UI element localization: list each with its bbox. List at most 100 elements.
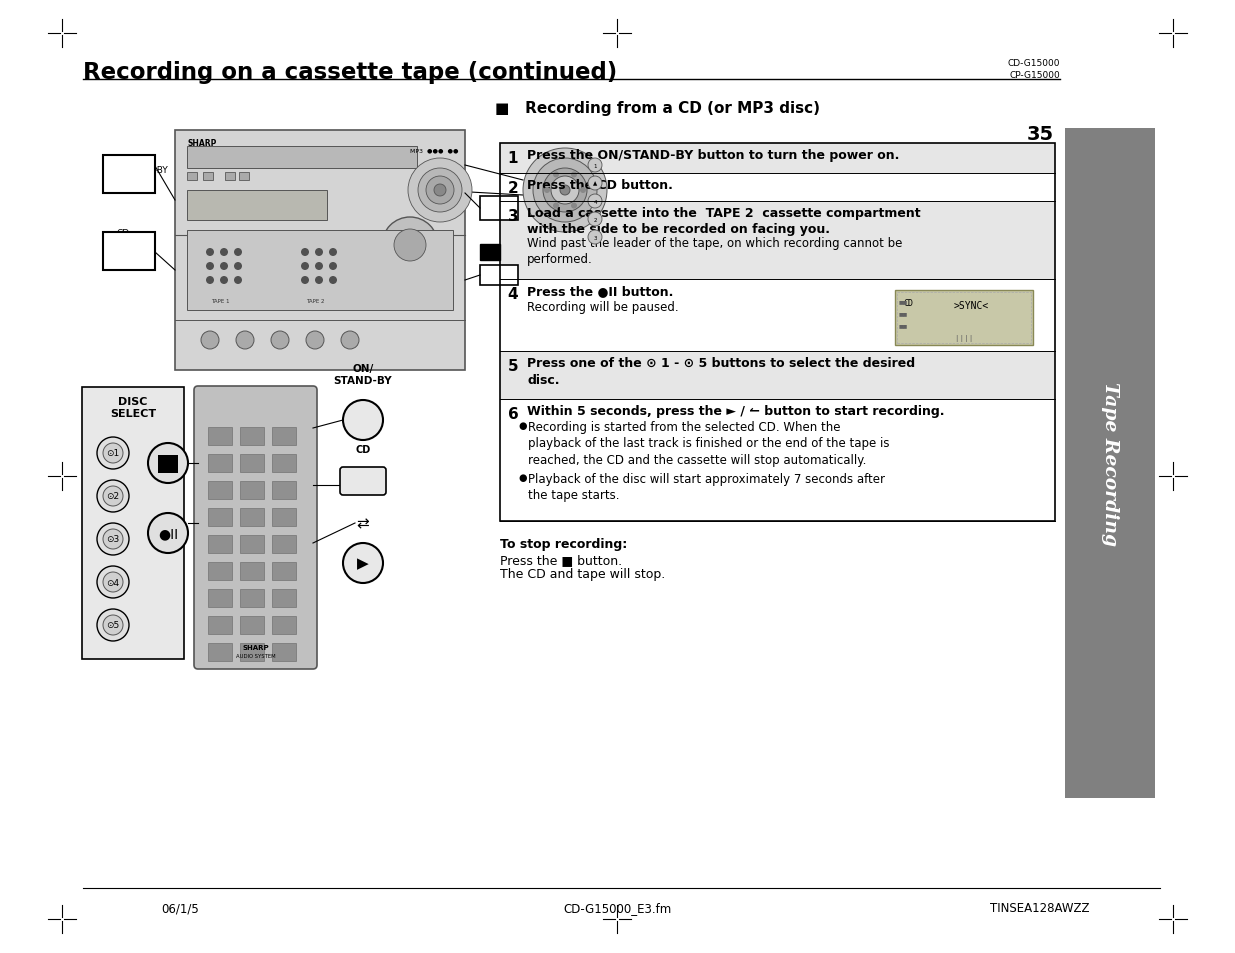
FancyBboxPatch shape [82,388,184,659]
Text: 35: 35 [1026,125,1053,143]
Circle shape [559,186,571,195]
Circle shape [343,400,383,440]
Circle shape [426,177,454,205]
Text: ■■: ■■ [899,323,908,328]
Text: Recording is started from the selected CD. When the
playback of the last track i: Recording is started from the selected C… [529,420,889,467]
Bar [272,589,296,607]
Circle shape [394,230,426,262]
Circle shape [553,172,559,178]
Circle shape [148,514,188,554]
Text: ●II: ●II [158,526,178,540]
Circle shape [417,169,462,213]
Text: CD: CD [116,229,130,237]
Circle shape [306,332,324,350]
Text: ⊙3: ⊙3 [106,535,120,544]
Bar [240,172,249,181]
Circle shape [315,276,324,285]
Text: To stop recording:: To stop recording: [500,537,627,551]
Circle shape [588,231,601,245]
Text: ⊙5: ⊙5 [106,620,120,630]
Bar [207,617,232,635]
Bar [895,291,1032,346]
Bar [240,481,264,499]
Bar [272,481,296,499]
Bar [500,144,1055,521]
Bar [207,589,232,607]
Text: CD: CD [903,298,913,308]
Bar [207,481,232,499]
Circle shape [543,169,587,213]
Circle shape [315,249,324,256]
Circle shape [329,276,337,285]
Circle shape [148,443,188,483]
Text: ■■: ■■ [899,298,908,304]
Circle shape [433,185,446,196]
Circle shape [588,194,601,209]
Circle shape [522,149,606,233]
Bar [103,233,156,271]
Bar [240,617,264,635]
Circle shape [103,616,124,636]
Text: ●: ● [517,420,526,431]
Text: 4: 4 [508,287,519,302]
Text: 1: 1 [593,163,597,169]
FancyBboxPatch shape [175,131,466,371]
Circle shape [329,249,337,256]
Circle shape [220,276,228,285]
Circle shape [571,172,577,178]
Circle shape [571,203,577,210]
Bar [480,196,517,221]
Text: Press the ●II button.: Press the ●II button. [527,285,673,297]
Text: 4: 4 [593,199,597,204]
Bar [240,589,264,607]
Circle shape [588,213,601,227]
Circle shape [301,276,309,285]
Circle shape [98,609,128,641]
Circle shape [270,332,289,350]
Text: ●: ● [517,473,526,482]
Text: The CD and tape will stop.: The CD and tape will stop. [500,567,666,580]
Bar [272,509,296,526]
Text: MP3  ●●●  ●●: MP3 ●●● ●● [410,149,458,153]
Text: Press the CD button.: Press the CD button. [527,179,673,192]
Text: ⊙4: ⊙4 [106,578,120,587]
Text: ON/
STAND-BY: ON/ STAND-BY [333,364,393,386]
Bar [207,428,232,446]
Bar [272,643,296,661]
Text: SHARP: SHARP [242,644,269,650]
Bar [272,617,296,635]
Circle shape [588,159,601,172]
Text: ►/◄: ►/◄ [480,198,500,208]
Text: ▲: ▲ [593,181,598,186]
Text: >SYNC<: >SYNC< [953,301,988,311]
Bar [207,455,232,473]
Bar [207,562,232,580]
Text: ■■: ■■ [899,311,908,315]
Text: Press one of the ⊙ 1 - ⊙ 5 buttons to select the desired
disc.: Press one of the ⊙ 1 - ⊙ 5 buttons to se… [527,356,915,386]
Bar [272,428,296,446]
Bar [240,455,264,473]
Circle shape [98,523,128,556]
Text: 2: 2 [508,181,519,195]
Bar [240,428,264,446]
Text: SHARP: SHARP [186,139,216,148]
Circle shape [233,263,242,271]
Circle shape [103,443,124,463]
Text: 5: 5 [508,358,519,374]
Circle shape [382,218,438,274]
Bar [500,202,1055,280]
Text: ⇄: ⇄ [357,516,369,531]
Text: 06/1/5: 06/1/5 [161,902,199,915]
Text: Wind past the leader of the tape, on which recording cannot be
performed.: Wind past the leader of the tape, on whi… [527,236,903,266]
Bar [500,352,1055,399]
Circle shape [543,188,550,193]
Text: Recording will be paused.: Recording will be paused. [527,301,678,314]
Bar [186,191,327,221]
Circle shape [98,480,128,513]
Bar [240,536,264,554]
Text: Load a cassette into the  TAPE 2  cassette compartment
with the side to be recor: Load a cassette into the TAPE 2 cassette… [527,207,920,236]
Text: 3: 3 [508,209,519,224]
Text: | | | |: | | | | [956,335,972,341]
Text: CD: CD [356,444,370,455]
Bar [186,147,417,169]
